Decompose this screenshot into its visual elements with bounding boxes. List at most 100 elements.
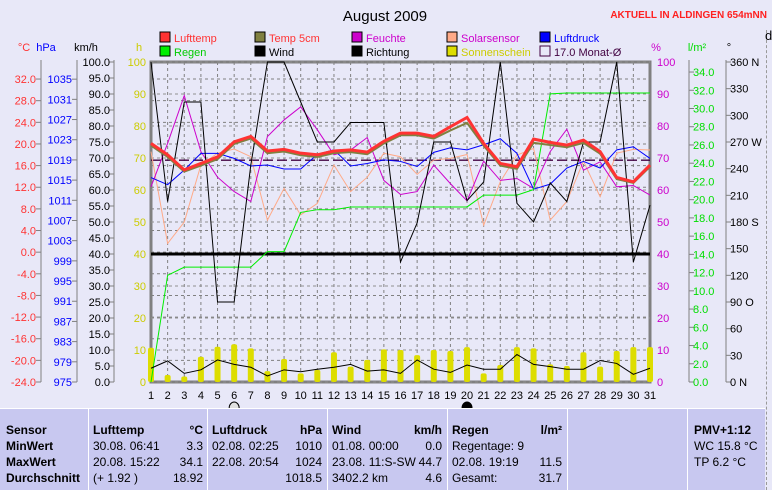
sunshine-bar — [480, 373, 487, 382]
stat-time: 20.08. 15:22 — [93, 455, 160, 469]
direction-tick-label: 60 — [730, 324, 742, 336]
stats-column-regen: Regen l/m² Regentage: 9 02.08. 19:19 11.5 Ges… — [447, 409, 568, 490]
pressure-tick-label: 979 — [54, 357, 72, 369]
direction-tick-label: 180 S — [730, 217, 759, 229]
day-label: 20 — [461, 390, 473, 402]
legend-swatch-lufttemp — [159, 31, 171, 43]
legend-swatch-luftdruck — [539, 31, 551, 43]
temp-axis-unit: °C — [18, 42, 30, 54]
column-unit: °C — [189, 423, 203, 437]
sun-tick-label: 20 — [134, 313, 146, 325]
direction-tick-label: 360 N — [730, 57, 759, 69]
series-temp-5cm — [150, 121, 651, 185]
empty-column — [567, 409, 688, 490]
sun-tick-label: 50 — [134, 217, 146, 229]
day-label: 8 — [264, 390, 270, 402]
rain-tick-label: 34.0 — [693, 67, 714, 79]
sunshine-bar — [630, 347, 637, 382]
day-label: 4 — [198, 390, 204, 402]
day-label: 26 — [561, 390, 573, 402]
humidity-tick-label: 70 — [657, 153, 669, 165]
humidity-tick-label: 10 — [657, 345, 669, 357]
rain-tick-label: 2.0 — [693, 359, 708, 371]
temp-tick-label: 0.0 — [21, 247, 36, 259]
pressure-tick-label: 1023 — [48, 135, 72, 147]
day-label: 19 — [444, 390, 456, 402]
stats-column-wind: Wind km/h 01.08. 00:00 0.0 23.08. 11:S-SW 44.… — [327, 409, 448, 490]
sunshine-bar — [247, 348, 254, 382]
stat-value: 31.7 — [538, 471, 562, 485]
column-title: Regen — [452, 423, 489, 437]
wind-tick-label: 80.0 — [89, 121, 110, 133]
sunshine-bar — [563, 366, 570, 382]
sunshine-bar — [297, 373, 304, 382]
day-label: 16 — [394, 390, 406, 402]
wind-tick-label: 50.0 — [89, 217, 110, 229]
sunshine-bar — [613, 350, 620, 382]
legend-label: Luftdruck — [554, 33, 600, 45]
day-label: 17 — [411, 390, 423, 402]
day-label: 24 — [527, 390, 539, 402]
sunshine-bar — [414, 355, 421, 382]
rain-tick-label: 12.0 — [693, 268, 714, 280]
sunshine-bar — [231, 344, 238, 382]
pressure-tick-label: 983 — [54, 337, 72, 349]
wind-tick-label: 5.0 — [95, 361, 110, 373]
wind-tick-label: 85.0 — [89, 105, 110, 117]
column-unit: l/m² — [540, 423, 562, 437]
rain-tick-label: 18.0 — [693, 213, 714, 225]
chart-title: August 2009 — [343, 8, 427, 25]
direction-tick-label: 270 W — [730, 137, 762, 149]
humidity-tick-label: 80 — [657, 121, 669, 133]
direction-tick-label: 120 — [730, 270, 748, 282]
day-label: 2 — [165, 390, 171, 402]
pressure-tick-label: 1035 — [48, 74, 72, 86]
scroll-edge[interactable] — [766, 30, 768, 490]
day-label: 3 — [181, 390, 187, 402]
row-labels-column: Sensor MinWert MaxWert Durchschnitt — [0, 409, 88, 490]
humidity-tick-label: 0 — [657, 377, 663, 389]
sunshine-bar — [181, 376, 188, 382]
sunshine-bar — [447, 350, 454, 382]
rain-tick-label: 26.0 — [693, 140, 714, 152]
stat-time: 01.08. 00:00 — [332, 439, 399, 453]
row-label: MaxWert — [6, 455, 56, 469]
legend-swatch-regen — [159, 45, 171, 57]
wind-tick-label: 100.0 — [82, 57, 110, 69]
temp-tick-label: -8.0 — [17, 290, 36, 302]
day-label: 14 — [361, 390, 373, 402]
pressure-tick-label: 1019 — [48, 155, 72, 167]
stat-value: 3.3 — [186, 439, 203, 453]
stat-value: 1018.5 — [285, 471, 322, 485]
statistics-table: Sensor MinWert MaxWert Durchschnitt Luft… — [0, 408, 765, 490]
sunshine-bar — [214, 346, 221, 382]
pressure-tick-label: 991 — [54, 296, 72, 308]
station-label: AKTUELL IN ALDINGEN 654mNN — [610, 10, 767, 21]
day-label: 6 — [231, 390, 237, 402]
wind-tick-label: 40.0 — [89, 249, 110, 261]
scroll-edge-label: d — [765, 28, 772, 43]
day-label: 7 — [248, 390, 254, 402]
wind-tick-label: 65.0 — [89, 169, 110, 181]
temp-tick-label: -24.0 — [11, 377, 36, 389]
day-label: 27 — [577, 390, 589, 402]
rain-tick-label: 4.0 — [693, 341, 708, 353]
sunshine-bar — [281, 358, 288, 382]
sun-tick-label: 100 — [128, 57, 146, 69]
legend-label: Sonnenschein — [461, 47, 531, 59]
day-label: 15 — [378, 390, 390, 402]
sunshine-bar — [380, 349, 387, 382]
day-label: 23 — [511, 390, 523, 402]
direction-tick-label: 90 O — [730, 297, 754, 309]
stat-time: 30.08. 06:41 — [93, 439, 160, 453]
pressure-tick-label: 1015 — [48, 175, 72, 187]
wind-tick-label: 35.0 — [89, 265, 110, 277]
day-label: 12 — [328, 390, 340, 402]
wind-tick-label: 15.0 — [89, 329, 110, 341]
sunshine-bar — [347, 366, 354, 382]
weather-chart: August 2009 AKTUELL IN ALDINGEN 654mNN L… — [11, 8, 767, 410]
temp-tick-label: 4.0 — [21, 226, 36, 238]
legend-label: Richtung — [366, 47, 409, 59]
sunshine-bar — [530, 348, 537, 382]
direction-axis-unit: ° — [727, 42, 731, 54]
